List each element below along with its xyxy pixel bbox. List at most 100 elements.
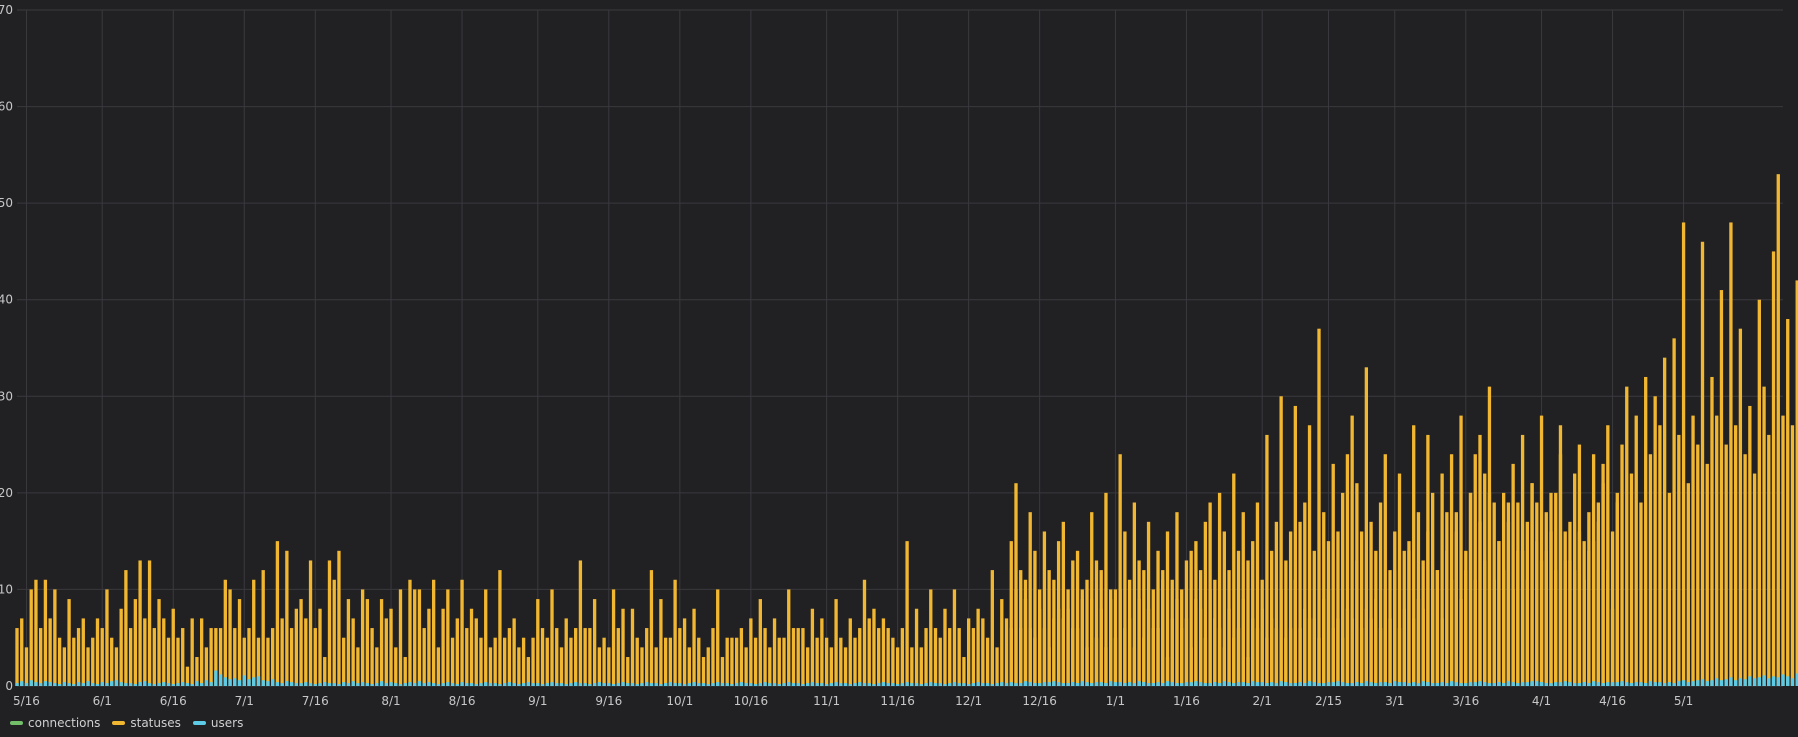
statuses-bar: [1307, 425, 1312, 686]
statuses-bar: [181, 628, 185, 686]
statuses-bar: [498, 570, 502, 686]
users-bar: [133, 684, 138, 686]
users-bar: [1601, 683, 1605, 686]
statuses-bar: [1426, 434, 1430, 686]
statuses-bar: [1544, 550, 1548, 686]
users-bar: [564, 684, 568, 686]
users-bar: [981, 683, 985, 686]
users-bar: [602, 683, 606, 686]
users-bar: [1416, 683, 1421, 686]
statuses-bar: [630, 608, 635, 686]
statuses-bar: [327, 560, 332, 686]
statuses-bar: [157, 599, 161, 686]
statuses-bar: [550, 589, 554, 686]
statuses-bar: [375, 647, 379, 686]
users-bar: [1625, 682, 1629, 686]
users-bar: [1075, 683, 1080, 686]
statuses-bar: [1393, 531, 1397, 686]
statuses-bar: [900, 628, 905, 686]
statuses-bar: [1748, 405, 1752, 686]
users-bar: [1591, 681, 1596, 686]
users-bar: [1691, 681, 1695, 686]
statuses-bar: [34, 579, 38, 686]
statuses-bar: [1686, 483, 1690, 686]
users-bar: [1198, 682, 1203, 686]
users-bar: [1350, 683, 1354, 686]
users-bar: [597, 682, 602, 686]
statuses-bar: [1733, 425, 1738, 686]
users-bar: [1587, 683, 1591, 686]
users-bar: [398, 684, 403, 686]
statuses-bar: [1146, 521, 1151, 686]
statuses-bar: [929, 589, 933, 686]
statuses-bar: [1402, 550, 1406, 686]
users-bar: [985, 683, 990, 686]
statuses-bar: [1023, 579, 1028, 686]
users-bar: [938, 683, 942, 686]
users-bar: [1014, 683, 1018, 686]
statuses-bar: [403, 657, 407, 686]
statuses-bar: [682, 618, 687, 686]
users-bar: [1459, 683, 1463, 686]
x-tick-label: 8/16: [449, 694, 476, 708]
statuses-bar: [308, 560, 313, 686]
statuses-bar: [1421, 560, 1425, 686]
users-bar: [1639, 682, 1643, 686]
statuses-bar: [1090, 512, 1094, 686]
statuses-bar: [379, 599, 384, 686]
users-bar: [318, 683, 322, 686]
statuses-bar: [1080, 599, 1084, 686]
statuses-bar: [195, 657, 199, 686]
statuses-bar: [1151, 589, 1155, 686]
users-bar: [57, 684, 62, 686]
users-bar: [701, 683, 706, 686]
users-bar: [588, 684, 592, 686]
users-bar: [881, 682, 886, 686]
statuses-bar: [1464, 570, 1468, 686]
statuses-bar: [796, 628, 800, 686]
users-bar: [905, 682, 909, 686]
users-bar: [15, 683, 19, 686]
users-bar: [578, 683, 583, 686]
statuses-bar: [1246, 560, 1250, 686]
statuses-bar: [645, 628, 649, 686]
statuses-bar: [768, 647, 772, 686]
users-bar: [1071, 682, 1075, 686]
users-bar: [327, 683, 332, 686]
statuses-bar: [1795, 280, 1798, 686]
statuses-bar: [1350, 415, 1354, 686]
users-bar: [1440, 682, 1444, 686]
statuses-bar: [749, 618, 753, 686]
users-bar: [1620, 681, 1624, 686]
users-bar: [1208, 683, 1212, 686]
statuses-bar: [1525, 521, 1529, 686]
statuses-bar: [95, 618, 100, 686]
users-bar: [100, 682, 104, 686]
users-bar: [1232, 683, 1236, 686]
statuses-bar: [484, 589, 488, 686]
statuses-bar: [247, 628, 251, 686]
statuses-bar: [810, 608, 815, 686]
legend-item-statuses[interactable]: statuses: [112, 716, 181, 730]
users-bar: [654, 683, 658, 686]
users-bar: [550, 682, 554, 686]
users-bar: [138, 682, 142, 686]
users-bar: [403, 683, 407, 686]
legend-item-connections[interactable]: connections: [10, 716, 100, 730]
users-bar: [1203, 683, 1208, 686]
statuses-bar: [1483, 473, 1487, 686]
statuses-bar: [271, 628, 275, 686]
users-bar: [1336, 681, 1340, 686]
users-bar: [48, 682, 52, 686]
users-bar: [446, 682, 450, 686]
users-bar: [720, 683, 725, 686]
statuses-bar: [914, 608, 919, 686]
users-bar: [682, 684, 687, 686]
users-bar: [1492, 683, 1496, 686]
users-bar: [1298, 682, 1302, 686]
statuses-bar: [119, 608, 123, 686]
users-bar: [734, 683, 739, 686]
statuses-bar: [313, 628, 317, 686]
legend-item-users[interactable]: users: [192, 716, 243, 730]
statuses-bar: [1322, 512, 1326, 686]
